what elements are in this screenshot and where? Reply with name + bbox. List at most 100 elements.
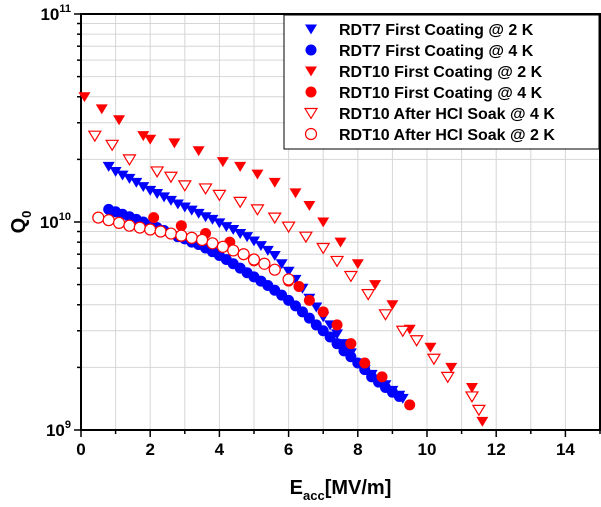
data-point (241, 232, 254, 243)
data-point (137, 131, 150, 142)
legend-marker (305, 44, 317, 56)
data-point (87, 130, 102, 143)
data-point (102, 161, 115, 172)
data-point (133, 221, 146, 234)
legend-label: RDT10 First Coating @ 2 K (339, 64, 543, 81)
x-axis: 0 2 4 6 8 10 12 14 (76, 430, 601, 459)
y-axis-title: Q0 (8, 211, 34, 234)
data-point (78, 92, 91, 103)
x-tick-label: 8 (353, 440, 362, 459)
data-point (464, 391, 480, 403)
data-point (216, 157, 229, 168)
data-point (192, 146, 205, 157)
legend-label: RDT7 First Coating @ 2 K (339, 22, 534, 39)
data-point (395, 325, 410, 338)
legend-label: RDT10 After HCl Soak @ 2 K (339, 127, 555, 144)
data-point (198, 183, 213, 195)
data-point (95, 104, 108, 115)
y-axis: 109 1010 1011 (40, 3, 81, 440)
data-point (359, 357, 371, 369)
data-point (212, 189, 227, 202)
series-6 (92, 211, 295, 286)
data-point (316, 242, 331, 255)
data-point (158, 192, 171, 203)
y-tick-label: 1011 (40, 3, 71, 24)
x-axis-title: Eacc[MV/m] (290, 477, 392, 502)
data-point (275, 259, 288, 270)
data-point (163, 171, 179, 184)
y-tick-label: 1010 (40, 211, 71, 232)
data-point (150, 166, 165, 179)
data-point (151, 189, 164, 199)
legend-marker (303, 107, 319, 120)
data-point (144, 185, 157, 196)
data-point (331, 319, 343, 331)
data-point (137, 182, 150, 192)
data-point (116, 170, 129, 181)
data-point (185, 205, 198, 216)
data-point (185, 231, 198, 244)
data-point (237, 248, 250, 261)
data-point (329, 255, 345, 268)
data-point (123, 219, 136, 232)
data-point (216, 240, 229, 253)
data-point (227, 244, 240, 257)
data-point (281, 221, 296, 234)
data-point (154, 225, 167, 238)
data-point (334, 237, 347, 248)
data-point (206, 214, 219, 225)
data-point (199, 212, 212, 223)
data-point (213, 218, 226, 229)
data-point (175, 220, 187, 232)
data-point (324, 331, 336, 343)
data-point (123, 173, 136, 184)
data-point (386, 300, 399, 311)
data-point (440, 371, 455, 384)
data-point (178, 202, 191, 213)
data-point (303, 294, 315, 306)
data-point (227, 225, 240, 235)
legend-label: RDT10 First Coating @ 4 K (339, 85, 543, 102)
data-point (317, 306, 329, 318)
x-tick-label: 14 (556, 440, 575, 459)
legend-marker (304, 127, 318, 141)
data-point (303, 312, 315, 324)
series-5 (87, 130, 486, 417)
x-tick-label: 10 (418, 440, 437, 459)
data-point (331, 329, 344, 340)
data-point (171, 199, 184, 210)
data-point (393, 390, 405, 402)
data-point (268, 177, 281, 188)
data-point (378, 309, 393, 321)
legend-box (283, 14, 600, 150)
data-point (113, 115, 126, 126)
legend-marker (305, 24, 317, 35)
x-tick-label: 2 (145, 440, 154, 459)
data-point (404, 399, 416, 411)
x-tick-label: 0 (76, 440, 85, 459)
data-point (164, 195, 177, 206)
data-point (92, 211, 105, 224)
data-point (282, 273, 295, 286)
data-point (298, 231, 313, 244)
data-point (424, 342, 437, 353)
data-point (247, 253, 261, 266)
data-point (471, 404, 486, 417)
data-point (234, 229, 247, 239)
data-point (130, 177, 143, 188)
data-point (254, 241, 267, 252)
data-point (465, 383, 478, 393)
data-point (261, 245, 274, 256)
data-point (144, 223, 157, 236)
data-point (177, 180, 192, 192)
series-3 (78, 92, 489, 427)
data-point (343, 270, 358, 283)
x-tick-label: 6 (284, 440, 293, 459)
legend-label: RDT10 After HCl Soak @ 4 K (339, 106, 555, 123)
data-point (331, 338, 343, 350)
legend: RDT7 First Coating @ 2 K RDT7 First Coati… (283, 14, 600, 150)
data-point (112, 216, 126, 230)
legend-label: RDT7 First Coating @ 4 K (339, 43, 534, 60)
